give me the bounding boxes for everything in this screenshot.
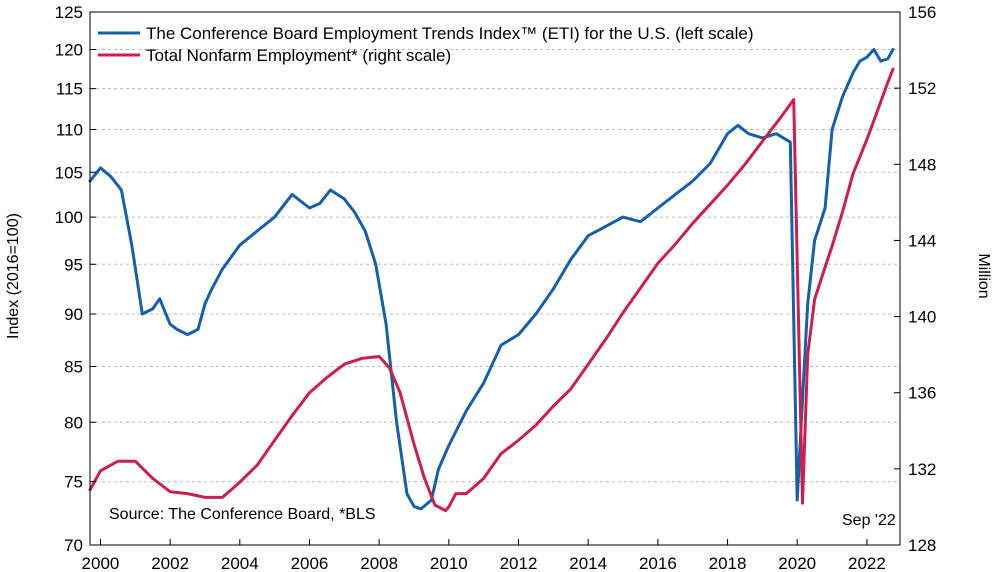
left-tick-label-110: 110 [56, 121, 83, 140]
right-tick-label-140: 140 [908, 308, 936, 327]
left-tick-label-105: 105 [55, 163, 83, 182]
gridlines [90, 49, 900, 483]
right-tick-label-156: 156 [908, 3, 936, 22]
x-tick-label-2006: 2006 [291, 554, 329, 572]
plot-frame [89, 11, 901, 546]
series-line-eti [88, 48, 895, 511]
right-axis-label: Million [975, 253, 992, 298]
left-tick-label-85: 85 [64, 358, 83, 377]
series-layer [88, 48, 895, 513]
left-axis-ticks: 70 75 80 85 90 95 100 105 110 115 120 125 [55, 3, 96, 555]
left-tick-label-90: 90 [64, 305, 83, 324]
legend-label-eti: The Conference Board Employment Trends I… [146, 24, 754, 43]
left-tick-label-80: 80 [64, 413, 83, 432]
left-tick-label-75: 75 [64, 473, 83, 492]
left-axis-label: Index (2016=100) [5, 213, 22, 339]
right-tick-label-136: 136 [908, 384, 936, 403]
x-axis-ticks: 2000 2002 2004 2006 2008 2010 2012 2014 2016 2018… [82, 539, 886, 572]
x-tick-label-2018: 2018 [709, 554, 747, 572]
x-tick-label-2004: 2004 [221, 554, 259, 572]
right-tick-label-132: 132 [908, 460, 936, 479]
x-tick-label-2012: 2012 [500, 554, 538, 572]
left-tick-label-125: 125 [55, 3, 83, 22]
right-tick-label-152: 152 [908, 79, 936, 98]
left-tick-label-95: 95 [64, 255, 83, 274]
legend-label-nonfarm: Total Nonfarm Employment* (right scale) [146, 46, 451, 65]
series-line-nonfarm [88, 67, 895, 513]
left-tick-label-100: 100 [55, 208, 83, 227]
source-note: Source: The Conference Board, *BLS [109, 506, 376, 523]
right-tick-label-128: 128 [908, 536, 936, 555]
right-tick-label-144: 144 [908, 231, 936, 250]
left-tick-label-70: 70 [64, 536, 83, 555]
x-tick-label-2014: 2014 [569, 554, 607, 572]
x-tick-label-2008: 2008 [360, 554, 398, 572]
x-tick-label-2000: 2000 [82, 554, 120, 572]
x-tick-label-2002: 2002 [151, 554, 189, 572]
x-tick-label-2016: 2016 [639, 554, 677, 572]
left-tick-label-120: 120 [55, 41, 83, 60]
x-tick-label-2020: 2020 [778, 554, 816, 572]
date-note: Sep '22 [842, 512, 896, 529]
right-axis-ticks: 128 132 136 140 144 148 152 156 [894, 3, 936, 555]
legend: The Conference Board Employment Trends I… [98, 24, 754, 65]
right-tick-label-148: 148 [908, 155, 936, 174]
x-tick-label-2022: 2022 [848, 554, 886, 572]
left-tick-label-115: 115 [56, 80, 83, 99]
x-tick-label-2010: 2010 [430, 554, 468, 572]
